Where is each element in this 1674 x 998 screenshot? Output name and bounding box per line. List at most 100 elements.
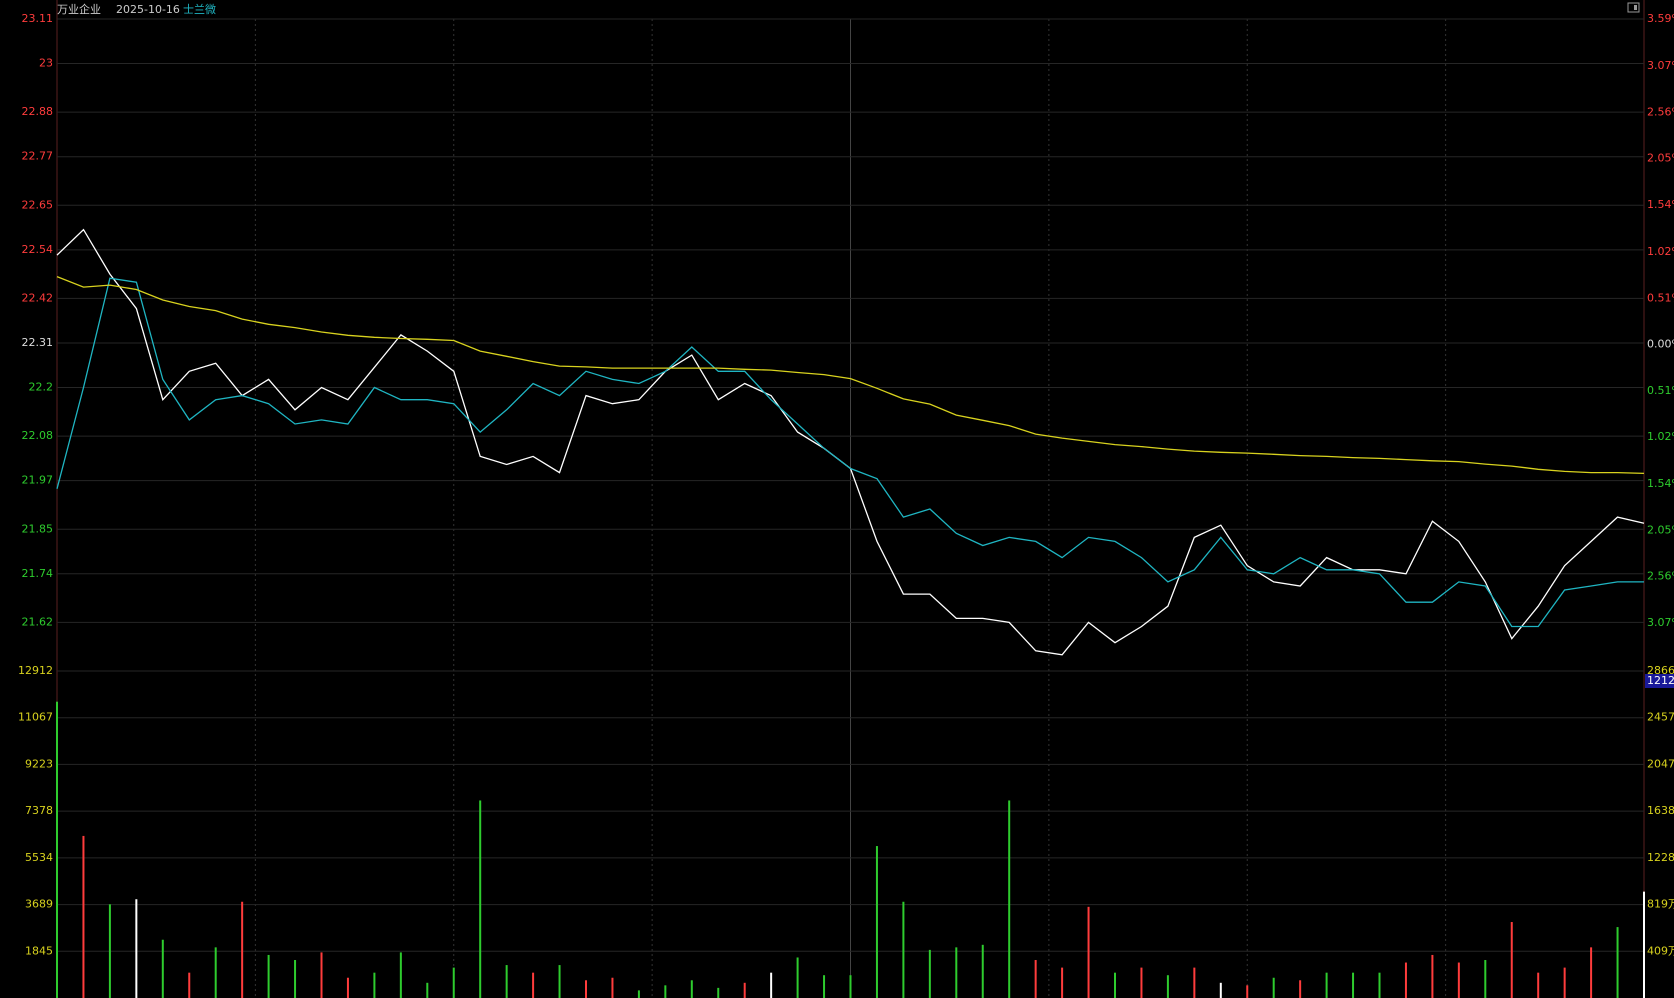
volume-bar bbox=[505, 965, 508, 998]
volume-bar bbox=[1246, 985, 1249, 998]
volume-bar bbox=[1034, 960, 1037, 998]
volume-bar bbox=[1484, 960, 1487, 998]
y2-tick-label: 2.56% bbox=[1647, 570, 1674, 583]
volume-bar bbox=[1510, 922, 1513, 998]
volume-bar bbox=[1404, 962, 1407, 998]
y2-tick-label: 2.05% bbox=[1647, 152, 1674, 165]
y-tick-label: 23.11 bbox=[22, 12, 54, 25]
y2-tick-label: 3.07% bbox=[1647, 616, 1674, 629]
volume-bar bbox=[558, 965, 561, 998]
y-tick-label: 22.65 bbox=[22, 198, 54, 211]
volume-bar bbox=[690, 980, 693, 998]
volume-bar bbox=[637, 990, 640, 998]
y-tick-label: 3689 bbox=[25, 898, 53, 911]
y2-tick-label: 1.54% bbox=[1647, 198, 1674, 211]
y-tick-label: 12912 bbox=[18, 664, 53, 677]
y2-tick-label: 2.05% bbox=[1647, 523, 1674, 536]
volume-bar bbox=[108, 904, 111, 998]
y-tick-label: 21.85 bbox=[22, 522, 54, 535]
volume-bar bbox=[928, 949, 931, 998]
y-tick-label: 1845 bbox=[25, 944, 53, 957]
cursor-box bbox=[1645, 674, 1674, 688]
volume-bar bbox=[1166, 975, 1169, 998]
volume-bar bbox=[770, 972, 773, 998]
y2-tick-label: 3.59% bbox=[1647, 12, 1674, 25]
volume-bar bbox=[320, 952, 323, 998]
volume-bar bbox=[743, 982, 746, 998]
stock-name: 万业企业 bbox=[57, 2, 101, 16]
volume-bar bbox=[1061, 967, 1064, 998]
volume-bar bbox=[373, 972, 376, 998]
window-icon[interactable] bbox=[1627, 2, 1640, 13]
volume-bar bbox=[452, 967, 455, 998]
volume-bar bbox=[823, 975, 826, 998]
volume-bar bbox=[1590, 947, 1593, 998]
volume-bar bbox=[717, 987, 720, 998]
volume-bar bbox=[981, 944, 984, 998]
y-tick-label: 22.2 bbox=[29, 381, 54, 394]
volume-bar bbox=[849, 975, 852, 998]
volume-bar bbox=[1457, 962, 1460, 998]
volume-bar bbox=[479, 800, 482, 998]
volume-bar bbox=[902, 901, 905, 998]
volume-bar bbox=[875, 846, 878, 998]
volume-bar bbox=[611, 977, 614, 998]
y2-tick-label: 1.54% bbox=[1647, 477, 1674, 490]
y-tick-label: 22.31 bbox=[22, 336, 54, 349]
y-tick-label: 21.62 bbox=[22, 615, 54, 628]
price-line bbox=[56, 277, 1644, 628]
volume-bar bbox=[664, 985, 667, 998]
y2-tick-label: 1638 bbox=[1647, 804, 1674, 817]
y-tick-label: 21.74 bbox=[22, 567, 54, 580]
volume-bar bbox=[426, 982, 429, 998]
volume-bar bbox=[399, 952, 402, 998]
volume-bar bbox=[241, 901, 244, 998]
volume-bar bbox=[214, 947, 217, 998]
volume-bar bbox=[532, 972, 535, 998]
volume-bar bbox=[1114, 972, 1116, 998]
y-tick-label: 9223 bbox=[25, 757, 53, 770]
cursor-label: 1212 bbox=[1647, 674, 1674, 687]
volume-bar bbox=[346, 977, 349, 998]
volume-bar bbox=[1219, 982, 1222, 998]
y-tick-label: 21.97 bbox=[22, 474, 54, 487]
volume-bar bbox=[135, 899, 138, 998]
volume-bar bbox=[1378, 972, 1381, 998]
y2-tick-label: 0.00% bbox=[1647, 338, 1674, 351]
y2-tick-label: 1.02% bbox=[1647, 430, 1674, 443]
y2-tick-label: 2457 bbox=[1647, 711, 1674, 724]
y-tick-label: 22.88 bbox=[22, 105, 54, 118]
y-tick-label: 7378 bbox=[25, 804, 53, 817]
y-tick-label: 22.54 bbox=[22, 243, 54, 256]
y2-tick-label: 0.51% bbox=[1647, 384, 1674, 397]
volume-bar bbox=[1087, 906, 1090, 998]
y2-tick-label: 2.56% bbox=[1647, 105, 1674, 118]
volume-bar bbox=[1325, 972, 1328, 998]
volume-bar bbox=[796, 957, 799, 998]
volume-bar bbox=[294, 960, 297, 998]
volume-bar bbox=[1643, 891, 1645, 998]
y-tick-label: 22.08 bbox=[22, 429, 54, 442]
volume-bar bbox=[161, 939, 164, 998]
window-icon-part bbox=[1634, 5, 1637, 10]
volume-bar bbox=[1431, 954, 1434, 998]
y2-tick-label: 2047 bbox=[1647, 757, 1674, 770]
y2-tick-label: 1.02% bbox=[1647, 245, 1674, 258]
y2-tick-label: 409万 bbox=[1647, 944, 1674, 957]
volume-bar bbox=[267, 954, 270, 998]
volume-bar bbox=[1563, 967, 1566, 998]
y-tick-label: 22.77 bbox=[22, 150, 54, 163]
volume-bar bbox=[188, 972, 191, 998]
volume-bar bbox=[955, 947, 958, 998]
price-line bbox=[56, 275, 1645, 475]
y2-tick-label: 0.51% bbox=[1647, 291, 1674, 304]
volume-bar bbox=[1140, 967, 1143, 998]
y2-tick-label: 2866 bbox=[1647, 664, 1674, 677]
volume-bar bbox=[1616, 927, 1619, 998]
volume-bar bbox=[56, 701, 58, 998]
y2-tick-label: 819万 bbox=[1647, 898, 1674, 911]
volume-bar bbox=[1537, 972, 1540, 998]
y-tick-label: 22.42 bbox=[22, 291, 54, 304]
